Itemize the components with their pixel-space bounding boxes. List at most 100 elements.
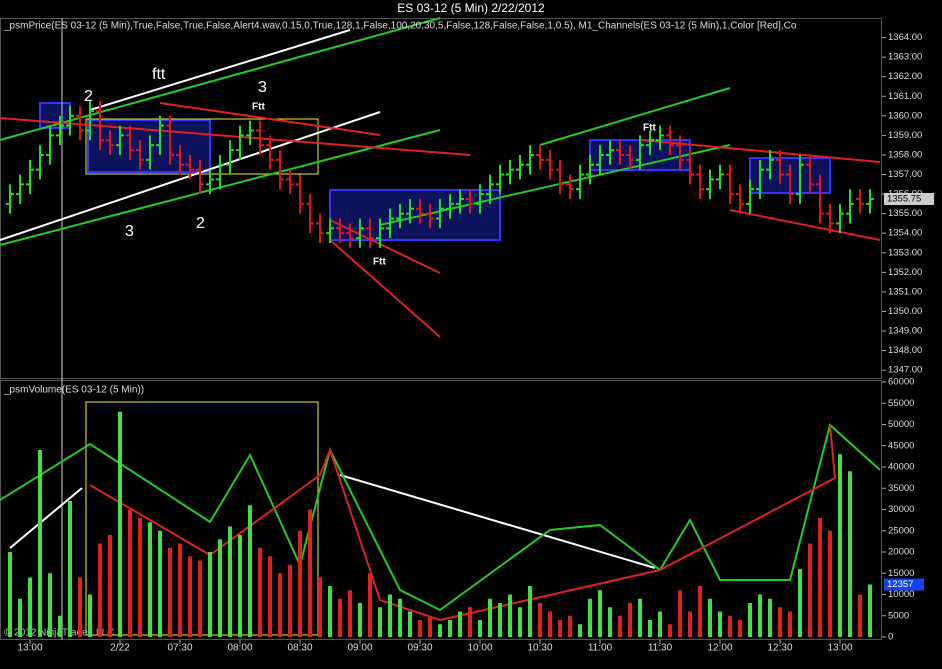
x-tick-label: 11:00 — [588, 643, 613, 654]
volume-bar — [308, 509, 312, 637]
y-tick-label: 60000 — [888, 377, 914, 388]
volume-bar — [318, 577, 322, 637]
annotation: Ftt — [373, 257, 386, 268]
channel-line — [729, 209, 881, 241]
last-volume-box — [884, 578, 924, 591]
volume-bar — [88, 594, 92, 637]
y-tick-label: 1352.00 — [888, 267, 922, 278]
volume-bar — [748, 603, 752, 637]
volume-bar — [618, 615, 622, 637]
volume-bar — [508, 594, 512, 637]
volume-bar — [558, 620, 562, 637]
price-panel — [0, 18, 882, 379]
channel-line — [539, 87, 731, 146]
y-tick-label: 5000 — [888, 610, 909, 621]
y-tick-label: 1351.00 — [888, 286, 922, 297]
y-tick-label: 1363.00 — [888, 52, 922, 63]
volume-bar — [78, 577, 82, 637]
volume-bar — [778, 607, 782, 637]
indicator-label: _psmVolume(ES 03-12 (5 Min)) — [3, 385, 144, 396]
volume-bar — [648, 620, 652, 637]
channel-line — [329, 219, 441, 274]
volume-bar — [738, 620, 742, 637]
y-tick-label: 1347.00 — [888, 365, 922, 376]
annotation: Ftt — [252, 102, 265, 113]
channel-line — [89, 29, 351, 111]
chart-title: ES 03-12 (5 Min) 2/22/2012 — [397, 1, 545, 15]
x-tick-label: 09:00 — [347, 643, 372, 654]
x-tick-label: 13:00 — [17, 643, 42, 654]
y-tick-label: 25000 — [888, 525, 914, 536]
annotation: 2 — [196, 215, 205, 232]
volume-bar — [148, 522, 152, 637]
y-tick-label: 1357.00 — [888, 169, 922, 180]
y-tick-label: 1355.00 — [888, 208, 922, 219]
volume-bar — [118, 411, 122, 637]
y-tick-label: 1362.00 — [888, 71, 922, 82]
y-tick-label: 45000 — [888, 440, 914, 451]
channel-line — [0, 17, 441, 141]
volume-bar — [848, 471, 852, 637]
channel-line — [379, 144, 731, 226]
volume-bar — [108, 535, 112, 637]
volume-bar — [708, 598, 712, 637]
volume-bar — [638, 598, 642, 637]
volume-bar — [138, 518, 142, 637]
y-tick-label: 1359.00 — [888, 130, 922, 141]
volume-bar — [358, 603, 362, 637]
volume-zigzag — [0, 423, 881, 612]
y-tick-label: 15000 — [888, 568, 914, 579]
volume-bar — [278, 573, 282, 637]
volume-bar — [838, 454, 842, 637]
x-tick-label: 08:00 — [227, 643, 252, 654]
volume-bar — [868, 584, 872, 637]
volume-bar — [718, 611, 722, 637]
volume-bar — [798, 569, 802, 637]
volume-bar — [678, 590, 682, 637]
y-tick-label: 1358.00 — [888, 149, 922, 160]
volume-bar — [628, 603, 632, 637]
channel-line — [0, 117, 471, 156]
volume-bar — [518, 607, 522, 637]
volume-bar — [588, 598, 592, 637]
x-tick-label: 10:00 — [467, 643, 492, 654]
x-tick-label: 08:30 — [287, 643, 312, 654]
volume-bar — [58, 615, 62, 637]
zone — [329, 189, 501, 241]
y-tick-label: 1354.00 — [888, 228, 922, 239]
y-tick-label: 1364.00 — [888, 32, 922, 43]
volume-bar — [658, 611, 662, 637]
volume-bar — [378, 607, 382, 637]
volume-bar — [368, 573, 372, 637]
arrow — [339, 474, 656, 569]
volume-bar — [18, 598, 22, 637]
volume-bar — [338, 598, 342, 637]
volume-bar — [458, 611, 462, 637]
volume-bar — [238, 535, 242, 637]
volume-bar — [8, 552, 12, 637]
volume-bar — [268, 556, 272, 637]
highlight-box — [85, 118, 319, 175]
volume-bar — [328, 586, 332, 637]
volume-bar — [698, 586, 702, 637]
annotation: Ftt — [643, 123, 656, 134]
volume-bar — [198, 560, 202, 637]
last-volume-label: 12357 — [887, 579, 913, 590]
volume-bar — [28, 577, 32, 637]
arrow — [9, 487, 83, 549]
volume-bar — [68, 501, 72, 637]
volume-bar — [248, 505, 252, 637]
volume-bar — [578, 624, 582, 637]
volume-bar — [298, 530, 302, 637]
volume-bar — [488, 598, 492, 637]
volume-bar — [828, 530, 832, 637]
volume-bar — [608, 607, 612, 637]
x-tick-label: 07:30 — [167, 643, 192, 654]
x-tick-label: 10:30 — [527, 643, 552, 654]
x-tick-label: 09:30 — [407, 643, 432, 654]
volume-bar — [208, 552, 212, 637]
volume-bar — [388, 594, 392, 637]
y-tick-label: 1348.00 — [888, 345, 922, 356]
